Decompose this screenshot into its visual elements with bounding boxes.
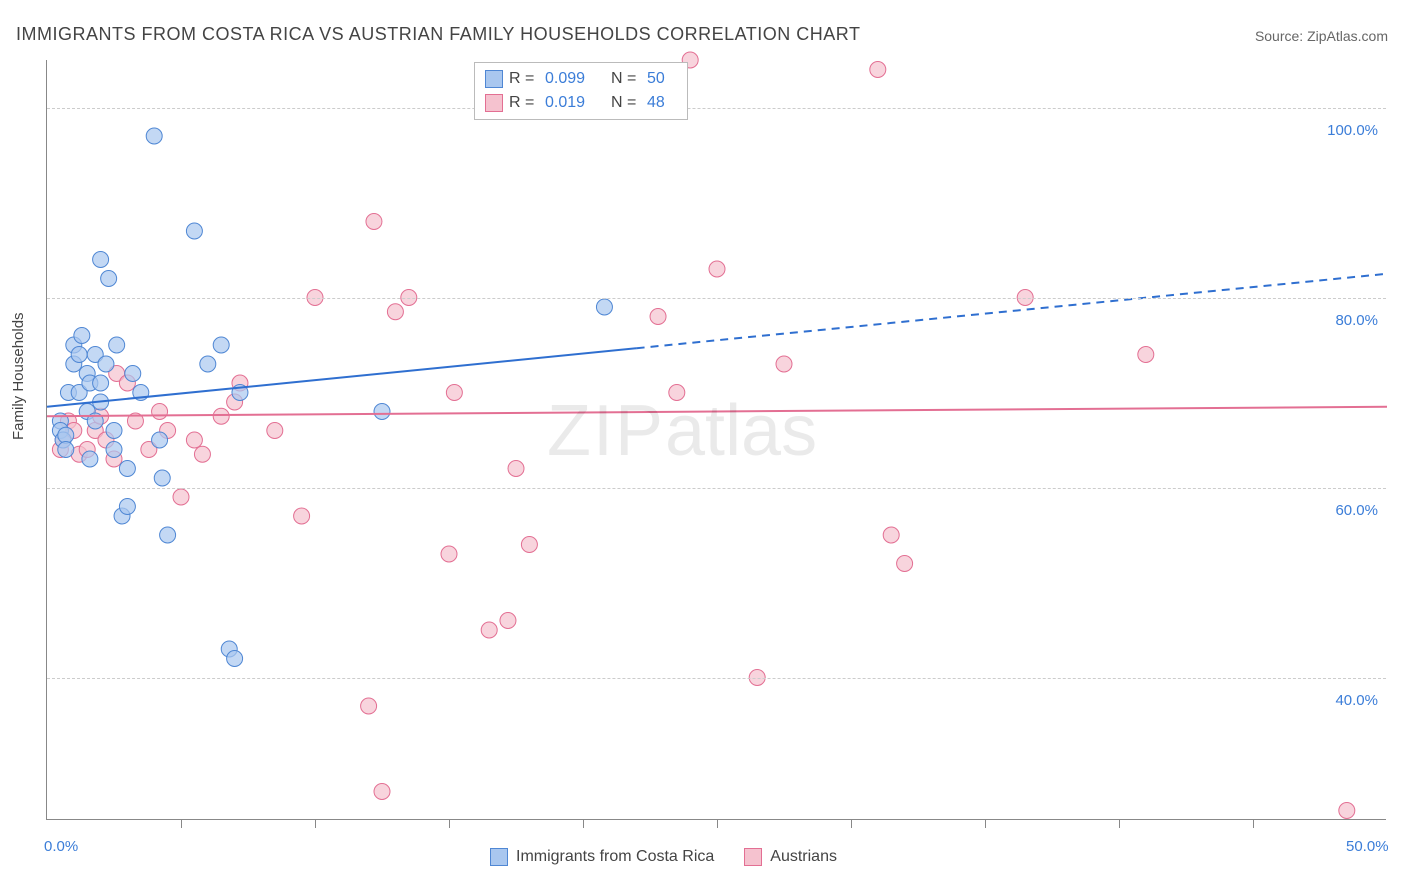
data-point <box>93 375 109 391</box>
data-point <box>152 404 168 420</box>
data-point <box>441 546 457 562</box>
chart-svg <box>47 60 1386 819</box>
data-point <box>71 347 87 363</box>
x-tick-label: 50.0% <box>1346 838 1389 855</box>
data-point <box>521 537 537 553</box>
grid-line <box>47 298 1386 299</box>
n-value: 50 <box>647 70 677 88</box>
data-point <box>146 128 162 144</box>
data-point <box>596 299 612 315</box>
data-point <box>194 446 210 462</box>
r-value: 0.019 <box>545 94 605 112</box>
r-label: R = <box>509 70 539 88</box>
data-point <box>508 461 524 477</box>
x-tick <box>181 820 182 828</box>
data-point <box>387 304 403 320</box>
trend-line-dashed <box>637 274 1387 348</box>
n-value: 48 <box>647 94 677 112</box>
data-point <box>709 261 725 277</box>
data-point <box>186 223 202 239</box>
data-point <box>669 385 685 401</box>
x-tick <box>583 820 584 828</box>
y-tick-label: 80.0% <box>1335 312 1378 329</box>
data-point <box>650 309 666 325</box>
data-point <box>154 470 170 486</box>
data-point <box>1339 803 1355 819</box>
trend-line <box>47 407 1387 417</box>
data-point <box>173 489 189 505</box>
data-point <box>82 451 98 467</box>
data-point <box>152 432 168 448</box>
data-point <box>366 214 382 230</box>
y-tick-label: 60.0% <box>1335 502 1378 519</box>
data-point <box>200 356 216 372</box>
n-label: N = <box>611 94 641 112</box>
legend-stats: R = 0.099 N = 50 R = 0.019 N = 48 <box>474 62 688 120</box>
x-tick <box>315 820 316 828</box>
data-point <box>125 366 141 382</box>
data-point <box>58 442 74 458</box>
x-tick-label: 0.0% <box>44 838 78 855</box>
grid-line <box>47 488 1386 489</box>
legend-swatch <box>490 848 508 866</box>
data-point <box>93 252 109 268</box>
data-point <box>119 499 135 515</box>
data-point <box>227 651 243 667</box>
data-point <box>186 432 202 448</box>
x-tick <box>717 820 718 828</box>
data-point <box>106 423 122 439</box>
data-point <box>109 337 125 353</box>
data-point <box>267 423 283 439</box>
r-label: R = <box>509 94 539 112</box>
data-point <box>58 427 74 443</box>
grid-line <box>47 108 1386 109</box>
legend-stat-row: R = 0.019 N = 48 <box>485 91 677 115</box>
x-tick <box>1253 820 1254 828</box>
data-point <box>446 385 462 401</box>
data-point <box>481 622 497 638</box>
data-point <box>213 408 229 424</box>
legend-swatch <box>744 848 762 866</box>
legend-item: Immigrants from Costa Rica <box>490 848 714 866</box>
x-tick <box>449 820 450 828</box>
grid-line <box>47 678 1386 679</box>
y-axis-title: Family Households <box>10 312 27 440</box>
x-tick <box>1119 820 1120 828</box>
legend-label: Immigrants from Costa Rica <box>516 848 714 866</box>
legend-item: Austrians <box>744 848 837 866</box>
r-value: 0.099 <box>545 70 605 88</box>
data-point <box>213 337 229 353</box>
legend-series: Immigrants from Costa Rica Austrians <box>490 848 837 866</box>
x-tick <box>851 820 852 828</box>
x-tick <box>985 820 986 828</box>
legend-stat-row: R = 0.099 N = 50 <box>485 67 677 91</box>
plot-area: ZIPatlas 40.0%60.0%80.0%100.0% <box>46 60 1386 820</box>
chart-title: IMMIGRANTS FROM COSTA RICA VS AUSTRIAN F… <box>16 24 860 45</box>
n-label: N = <box>611 70 641 88</box>
data-point <box>361 698 377 714</box>
data-point <box>870 62 886 78</box>
data-point <box>74 328 90 344</box>
data-point <box>883 527 899 543</box>
data-point <box>294 508 310 524</box>
data-point <box>106 442 122 458</box>
data-point <box>1138 347 1154 363</box>
data-point <box>374 784 390 800</box>
y-tick-label: 100.0% <box>1327 122 1378 139</box>
legend-swatch <box>485 94 503 112</box>
data-point <box>776 356 792 372</box>
source-label: Source: ZipAtlas.com <box>1255 28 1388 44</box>
data-point <box>374 404 390 420</box>
data-point <box>119 461 135 477</box>
legend-swatch <box>485 70 503 88</box>
data-point <box>897 556 913 572</box>
legend-label: Austrians <box>770 848 837 866</box>
data-point <box>160 527 176 543</box>
data-point <box>101 271 117 287</box>
data-point <box>500 613 516 629</box>
y-tick-label: 40.0% <box>1335 692 1378 709</box>
data-point <box>98 356 114 372</box>
